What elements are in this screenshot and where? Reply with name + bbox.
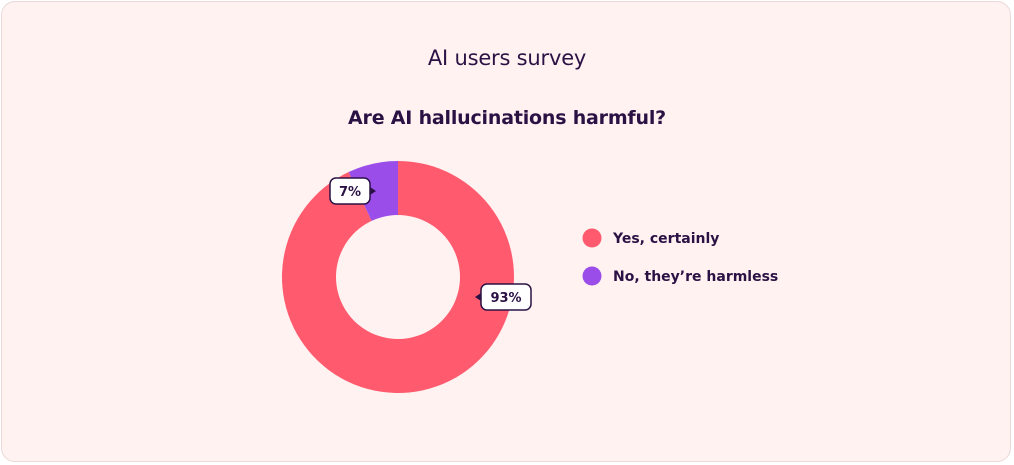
legend-swatch [582, 266, 602, 286]
data-label-pointer [370, 187, 376, 195]
data-label-no-they-re-harmless: 7% [329, 177, 376, 205]
data-label-pointer [475, 293, 481, 301]
legend-label: No, they’re harmless [613, 269, 778, 285]
donut-slices [281, 161, 514, 394]
legend-label: Yes, certainly [612, 231, 719, 247]
data-label-text: 93% [490, 291, 521, 306]
chart-legend: Yes, certainly No, they’re harmless [582, 228, 778, 286]
chart-title: AI users survey [427, 46, 587, 70]
data-label-yes-certainly: 93% [475, 283, 532, 311]
legend-item-yes-certainly: Yes, certainly [582, 228, 719, 248]
slice-yes-certainly [281, 161, 514, 394]
legend-item-no-they-re-harmless: No, they’re harmless [582, 266, 778, 286]
data-label-text: 7% [339, 185, 361, 200]
chart-subtitle: Are AI hallucinations harmful? [348, 107, 666, 129]
data-labels: 93% 7% [329, 177, 532, 311]
legend-swatch [582, 228, 602, 248]
